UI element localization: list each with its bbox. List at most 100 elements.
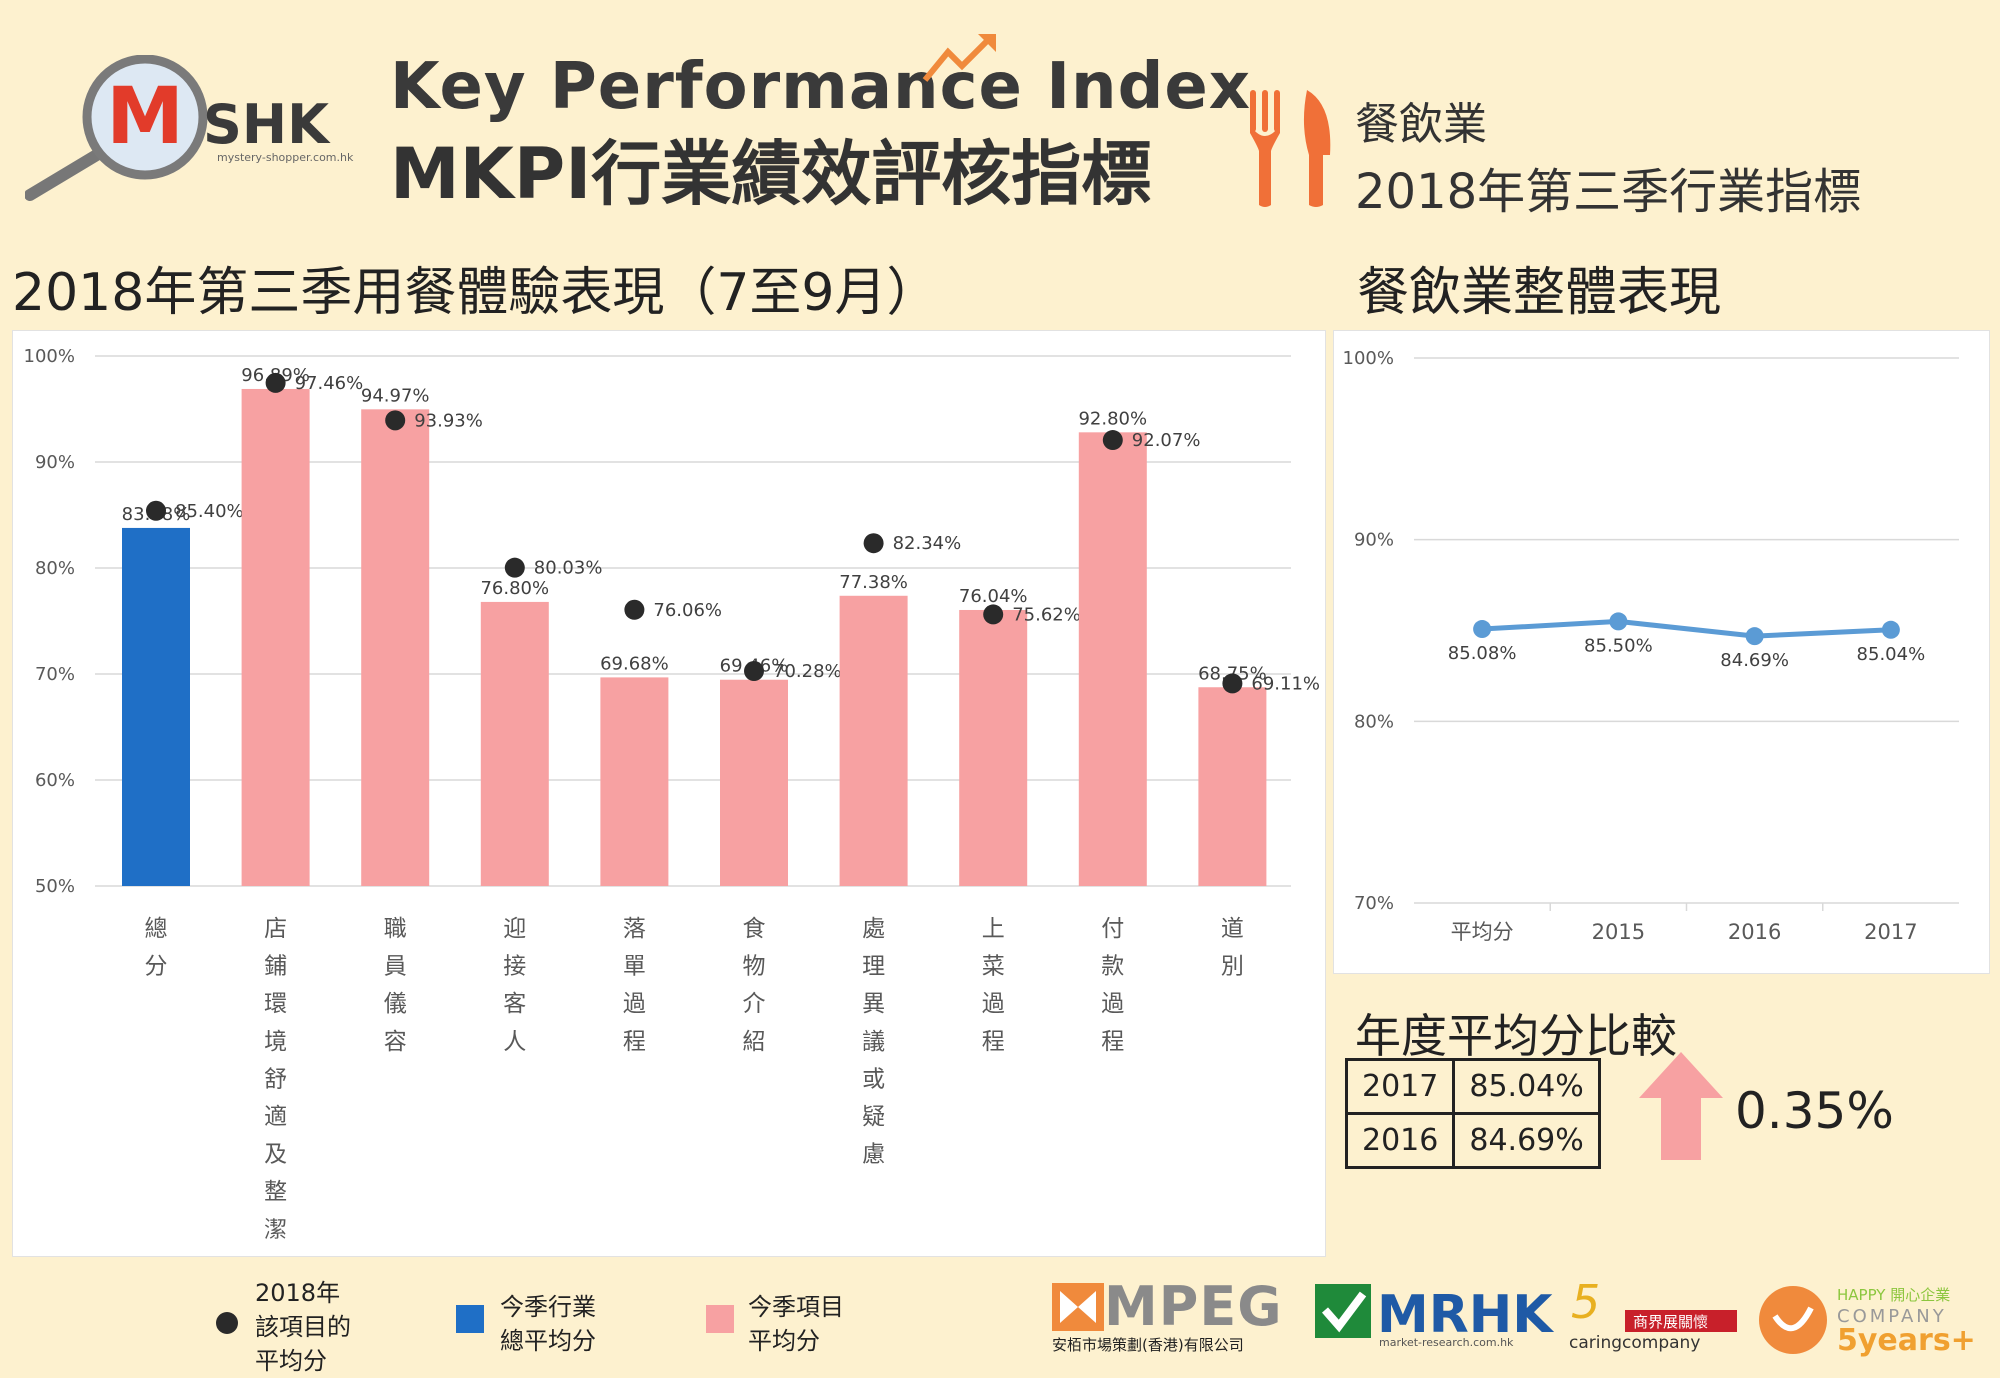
category-label: 環 — [264, 991, 287, 1017]
bar — [959, 609, 1028, 886]
category-label: 容 — [384, 1029, 407, 1055]
category-label: 議 — [862, 1029, 885, 1055]
bar — [600, 677, 669, 886]
bar-chart-section-title: 2018年第三季用餐體驗表現（7至9月） — [12, 263, 939, 323]
category-label: 分 — [145, 954, 168, 980]
average-dot-label: 80.03% — [534, 558, 603, 579]
y-tick-label: 80% — [35, 558, 75, 579]
legend-blue-label: 今季行業 總平均分 — [500, 1293, 596, 1355]
category-label: 過 — [1101, 991, 1124, 1017]
category-label: 菜 — [982, 954, 1005, 980]
average-dot-label: 76.06% — [653, 600, 722, 621]
category-label: 接 — [503, 954, 526, 980]
bar — [122, 527, 190, 886]
average-dot-label: 69.11% — [1251, 673, 1320, 694]
average-dot — [385, 410, 406, 431]
average-dot-label: 75.62% — [1012, 604, 1081, 625]
category-label: 總 — [145, 916, 168, 942]
category-label: 介 — [743, 991, 766, 1017]
legend-pink-swatch — [706, 1305, 734, 1333]
line-chart: 100% 90% 80% 70% 85.08% 平均分 85.50% 2015 84.69% 20… — [1343, 348, 1959, 944]
category-label: 迎 — [503, 916, 526, 942]
comparison-table: 2017 85.04% 2016 84.69% — [1344, 1058, 1601, 1169]
category-label: 儀 — [384, 991, 407, 1017]
svg-text:caringcompany: caringcompany — [1569, 1333, 1700, 1353]
y-tick-label: 100% — [1343, 348, 1394, 369]
y-tick-label: 100% — [24, 346, 75, 367]
quarter-title: 2018年第三季行業指標 — [1355, 164, 1862, 220]
category-label: 過 — [623, 991, 646, 1017]
y-tick-label: 70% — [1354, 893, 1394, 914]
up-arrow-icon — [1639, 1052, 1723, 1160]
data-point — [1745, 627, 1764, 646]
category-label: 理 — [862, 954, 885, 980]
data-point-label: 85.50% — [1584, 635, 1653, 656]
category-label: 鋪 — [264, 954, 287, 980]
average-dot — [146, 500, 166, 521]
svg-text:HAPPY 開心企業: HAPPY 開心企業 — [1837, 1286, 1950, 1304]
category-label: 程 — [623, 1029, 646, 1055]
svg-text:SHK: SHK — [203, 93, 331, 156]
category-label: 付 — [1101, 916, 1124, 942]
caring-company-logo: 5 商界展關懷 caringcompany — [1569, 1278, 1737, 1353]
category-label: 程 — [982, 1029, 1005, 1055]
data-point-label: 85.04% — [1857, 644, 1926, 665]
table-row: 2016 84.69% — [1344, 1112, 1601, 1169]
happy-company-logo: HAPPY 開心企業 COMPANY 5years+ — [1759, 1286, 1976, 1358]
category-label: 物 — [743, 954, 766, 980]
bar — [480, 601, 549, 886]
svg-text:MRHK: MRHK — [1377, 1285, 1554, 1345]
category-label: 員 — [384, 954, 407, 980]
category-label: 適 — [264, 1104, 287, 1130]
y-tick-label: 60% — [35, 770, 75, 791]
category-label: 或 — [862, 1066, 885, 1092]
bar — [839, 595, 908, 886]
category-label: 款 — [1101, 954, 1124, 980]
x-tick-label: 2016 — [1728, 920, 1781, 944]
legend-pink-label: 今季項目 平均分 — [748, 1293, 844, 1355]
category-label: 食 — [743, 916, 766, 942]
bar — [1198, 687, 1267, 886]
utensils-icon — [1250, 90, 1331, 207]
kpi-title: Key Performance Index — [390, 50, 1252, 124]
mpeg-mark-icon — [1052, 1282, 1104, 1331]
average-dot-label: 92.07% — [1132, 430, 1201, 451]
category-label: 過 — [982, 991, 1005, 1017]
category-label: 潔 — [264, 1217, 287, 1243]
bar — [720, 679, 788, 886]
category-label: 店 — [264, 916, 287, 942]
difference-value: 0.35% — [1735, 1082, 1894, 1140]
svg-text:5: 5 — [1571, 1278, 1600, 1329]
table-row: 2017 85.04% — [1344, 1058, 1601, 1115]
bar — [1078, 432, 1147, 886]
bar-value-label: 76.04% — [959, 586, 1028, 607]
category-label: 舒 — [264, 1066, 287, 1092]
mrhk-logo: MRHK market-research.com.hk — [1315, 1284, 1554, 1349]
mpeg-logo: MPEG 安栢市場策劃(香港)有限公司 — [1052, 1275, 1283, 1354]
category-label: 異 — [862, 991, 885, 1017]
legend-blue-swatch — [456, 1305, 484, 1333]
data-point-label: 84.69% — [1720, 650, 1789, 671]
svg-text:商界展關懷: 商界展關懷 — [1633, 1313, 1708, 1331]
category-label: 道 — [1221, 916, 1244, 942]
series-line — [1481, 618, 1891, 639]
bar-value-label: 69.68% — [600, 653, 669, 674]
y-tick-label: 90% — [1354, 530, 1394, 551]
category-label: 及 — [264, 1142, 287, 1168]
y-tick-label: 50% — [35, 876, 75, 897]
average-dot-label: 85.40% — [175, 501, 244, 522]
x-tick-label: 平均分 — [1451, 920, 1514, 944]
category-label: 職 — [384, 916, 407, 942]
average-dot — [624, 599, 645, 620]
bar-chart: 100%90%80%70%60%50%83.78%85.40%總分96.89%9… — [24, 346, 1321, 1243]
bar-chart-panel: 100%90%80%70%60%50%83.78%85.40%總分96.89%9… — [12, 330, 1326, 1257]
bar — [241, 388, 310, 886]
category-label: 人 — [503, 1029, 526, 1055]
industry-label: 餐飲業 — [1355, 99, 1487, 150]
category-label: 處 — [862, 916, 885, 942]
average-dot-label: 97.46% — [295, 373, 364, 394]
score-cell: 84.69% — [1452, 1112, 1601, 1169]
data-point-label: 85.08% — [1448, 643, 1517, 664]
category-label: 客 — [503, 991, 526, 1017]
average-dot-label: 82.34% — [893, 533, 962, 554]
